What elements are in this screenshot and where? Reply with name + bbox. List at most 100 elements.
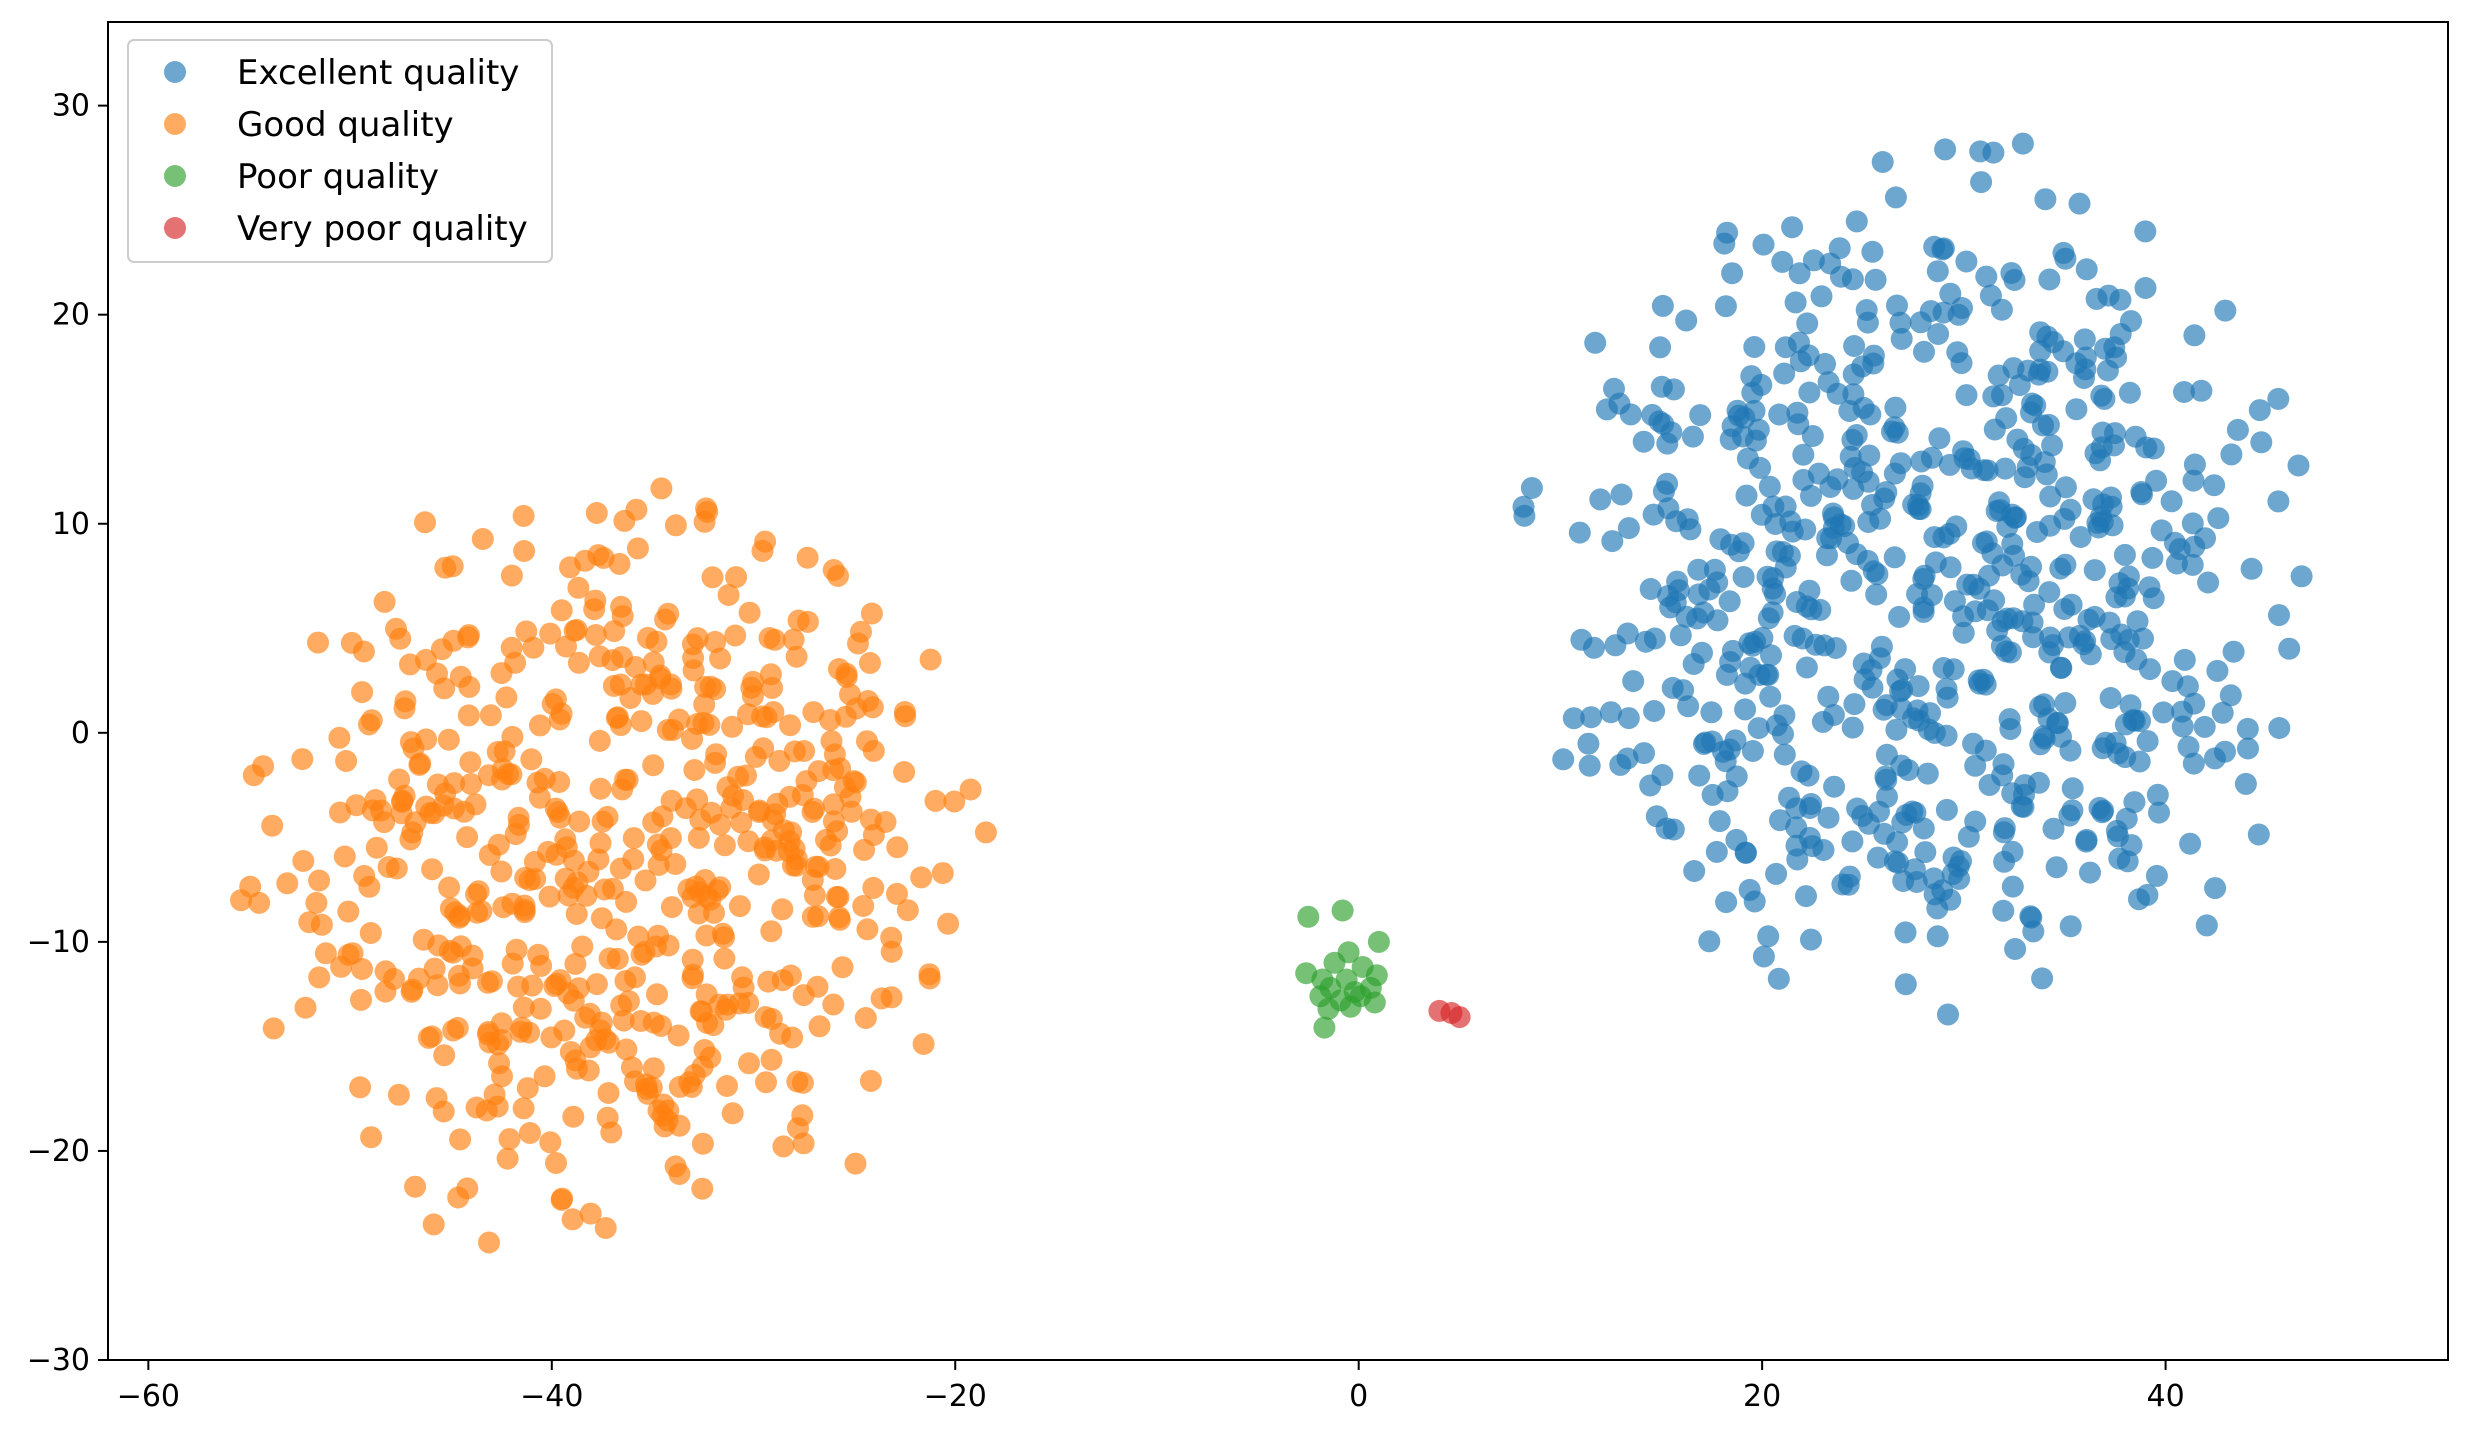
scatter-point-excellent-quality: [1687, 558, 1710, 581]
scatter-point-excellent-quality: [1562, 707, 1585, 730]
scatter-point-good-quality: [521, 974, 544, 997]
scatter-point-excellent-quality: [1995, 640, 2018, 663]
scatter-point-excellent-quality: [1761, 601, 1784, 624]
scatter-point-excellent-quality: [1909, 311, 1932, 334]
scatter-point-good-quality: [959, 778, 982, 801]
scatter-point-excellent-quality: [2022, 626, 2045, 649]
scatter-point-good-quality: [754, 1006, 777, 1028]
scatter-point-excellent-quality: [1902, 707, 1925, 730]
y-axis: −30 −20 −10 0 10 20 30: [27, 89, 108, 1378]
scatter-point-good-quality: [537, 840, 560, 863]
scatter-point-excellent-quality: [1772, 723, 1794, 746]
scatter-point-excellent-quality: [2134, 220, 2157, 243]
scatter-point-good-quality: [650, 839, 673, 862]
scatter-point-good-quality: [738, 1052, 760, 1075]
scatter-point-excellent-quality: [1732, 532, 1755, 555]
scatter-point-excellent-quality: [1888, 605, 1911, 628]
scatter-point-good-quality: [292, 850, 315, 872]
scatter-point-good-quality: [778, 830, 801, 853]
scatter-point-excellent-quality: [2219, 684, 2242, 707]
scatter-point-excellent-quality: [2267, 490, 2290, 513]
scatter-point-good-quality: [724, 624, 747, 647]
scatter-point-excellent-quality: [2033, 727, 2056, 750]
scatter-point-good-quality: [704, 751, 727, 774]
scatter-point-excellent-quality: [1622, 670, 1645, 693]
scatter-point-excellent-quality: [2173, 381, 2195, 403]
scatter-point-excellent-quality: [1734, 841, 1757, 864]
scatter-point-excellent-quality: [1792, 468, 1815, 491]
scatter-point-good-quality: [822, 993, 845, 1016]
scatter-point-good-quality: [585, 973, 608, 996]
scatter-point-excellent-quality: [1675, 309, 1698, 332]
scatter-point-excellent-quality: [2069, 526, 2092, 548]
scatter-point-good-quality: [423, 957, 446, 980]
scatter-point-excellent-quality: [2250, 431, 2273, 454]
scatter-point-excellent-quality: [1568, 521, 1591, 544]
scatter-point-excellent-quality: [2120, 834, 2143, 857]
scatter-point-excellent-quality: [2181, 512, 2204, 535]
scatter-point-excellent-quality: [1718, 590, 1741, 613]
scatter-point-good-quality: [423, 802, 446, 825]
scatter-point-good-quality: [701, 566, 724, 589]
scatter-point-good-quality: [862, 876, 885, 899]
scatter-point-excellent-quality: [1955, 384, 1978, 407]
scatter-point-excellent-quality: [1633, 742, 1655, 765]
scatter-point-excellent-quality: [1975, 265, 1998, 288]
scatter-point-good-quality: [597, 1082, 620, 1104]
scatter-point-excellent-quality: [1858, 444, 1881, 467]
scatter-point-excellent-quality: [1738, 878, 1761, 901]
scatter-point-good-quality: [792, 984, 815, 1007]
scatter-point-good-quality: [475, 1099, 498, 1122]
scatter-point-excellent-quality: [1609, 753, 1632, 776]
scatter-point-good-quality: [359, 922, 382, 944]
scatter-point-good-quality: [515, 620, 538, 643]
scatter-point-excellent-quality: [1691, 641, 1713, 664]
scatter-point-excellent-quality: [1639, 774, 1662, 797]
scatter-point-good-quality: [351, 681, 374, 704]
plot-frame: [107, 21, 2449, 1361]
scatter-point-excellent-quality: [1698, 930, 1721, 953]
scatter-point-excellent-quality: [2027, 771, 2050, 794]
scatter-point-good-quality: [856, 918, 879, 941]
scatter-point-excellent-quality: [2049, 557, 2072, 580]
scatter-point-excellent-quality: [1822, 704, 1845, 726]
scatter-point-excellent-quality: [1891, 811, 1914, 834]
y-tick-label: −30: [27, 1343, 90, 1378]
scatter-point-excellent-quality: [1842, 477, 1865, 500]
scatter-point-excellent-quality: [1884, 396, 1907, 419]
scatter-point-good-quality: [262, 1017, 285, 1040]
scatter-point-excellent-quality: [1610, 483, 1633, 506]
scatter-point-excellent-quality: [2124, 425, 2147, 448]
scatter-point-excellent-quality: [1773, 362, 1796, 385]
scatter-point-excellent-quality: [2038, 268, 2061, 291]
scatter-point-good-quality: [360, 1126, 383, 1149]
scatter-point-excellent-quality: [2114, 713, 2137, 736]
scatter-point-excellent-quality: [2060, 593, 2083, 616]
scatter-point-excellent-quality: [2190, 379, 2213, 402]
scatter-point-excellent-quality: [1732, 566, 1755, 588]
scatter-point-good-quality: [550, 599, 573, 622]
scatter-point-good-quality: [819, 709, 842, 731]
scatter-point-good-quality: [548, 708, 571, 731]
scatter-point-good-quality: [487, 1033, 510, 1056]
scatter-point-good-quality: [399, 731, 422, 754]
legend-marker-poor: [164, 165, 186, 187]
scatter-point-excellent-quality: [1992, 753, 2015, 776]
scatter-point-poor-quality: [1367, 930, 1390, 953]
scatter-point-excellent-quality: [2083, 559, 2106, 582]
scatter-point-excellent-quality: [1851, 461, 1874, 484]
scatter-point-excellent-quality: [1935, 798, 1958, 821]
scatter-point-good-quality: [931, 862, 954, 885]
scatter-point-excellent-quality: [2011, 132, 2034, 155]
scatter-point-excellent-quality: [2134, 277, 2157, 299]
scatter-point-good-quality: [529, 714, 551, 737]
scatter-point-good-quality: [490, 860, 513, 883]
scatter-point-excellent-quality: [1936, 686, 1959, 709]
scatter-point-good-quality: [584, 624, 607, 646]
scatter-point-good-quality: [833, 776, 856, 799]
scatter-point-excellent-quality: [2000, 262, 2023, 284]
scatter-point-good-quality: [725, 566, 748, 589]
scatter-point-excellent-quality: [1986, 619, 2009, 642]
scatter-point-good-quality: [308, 869, 331, 892]
scatter-point-good-quality: [500, 636, 523, 659]
